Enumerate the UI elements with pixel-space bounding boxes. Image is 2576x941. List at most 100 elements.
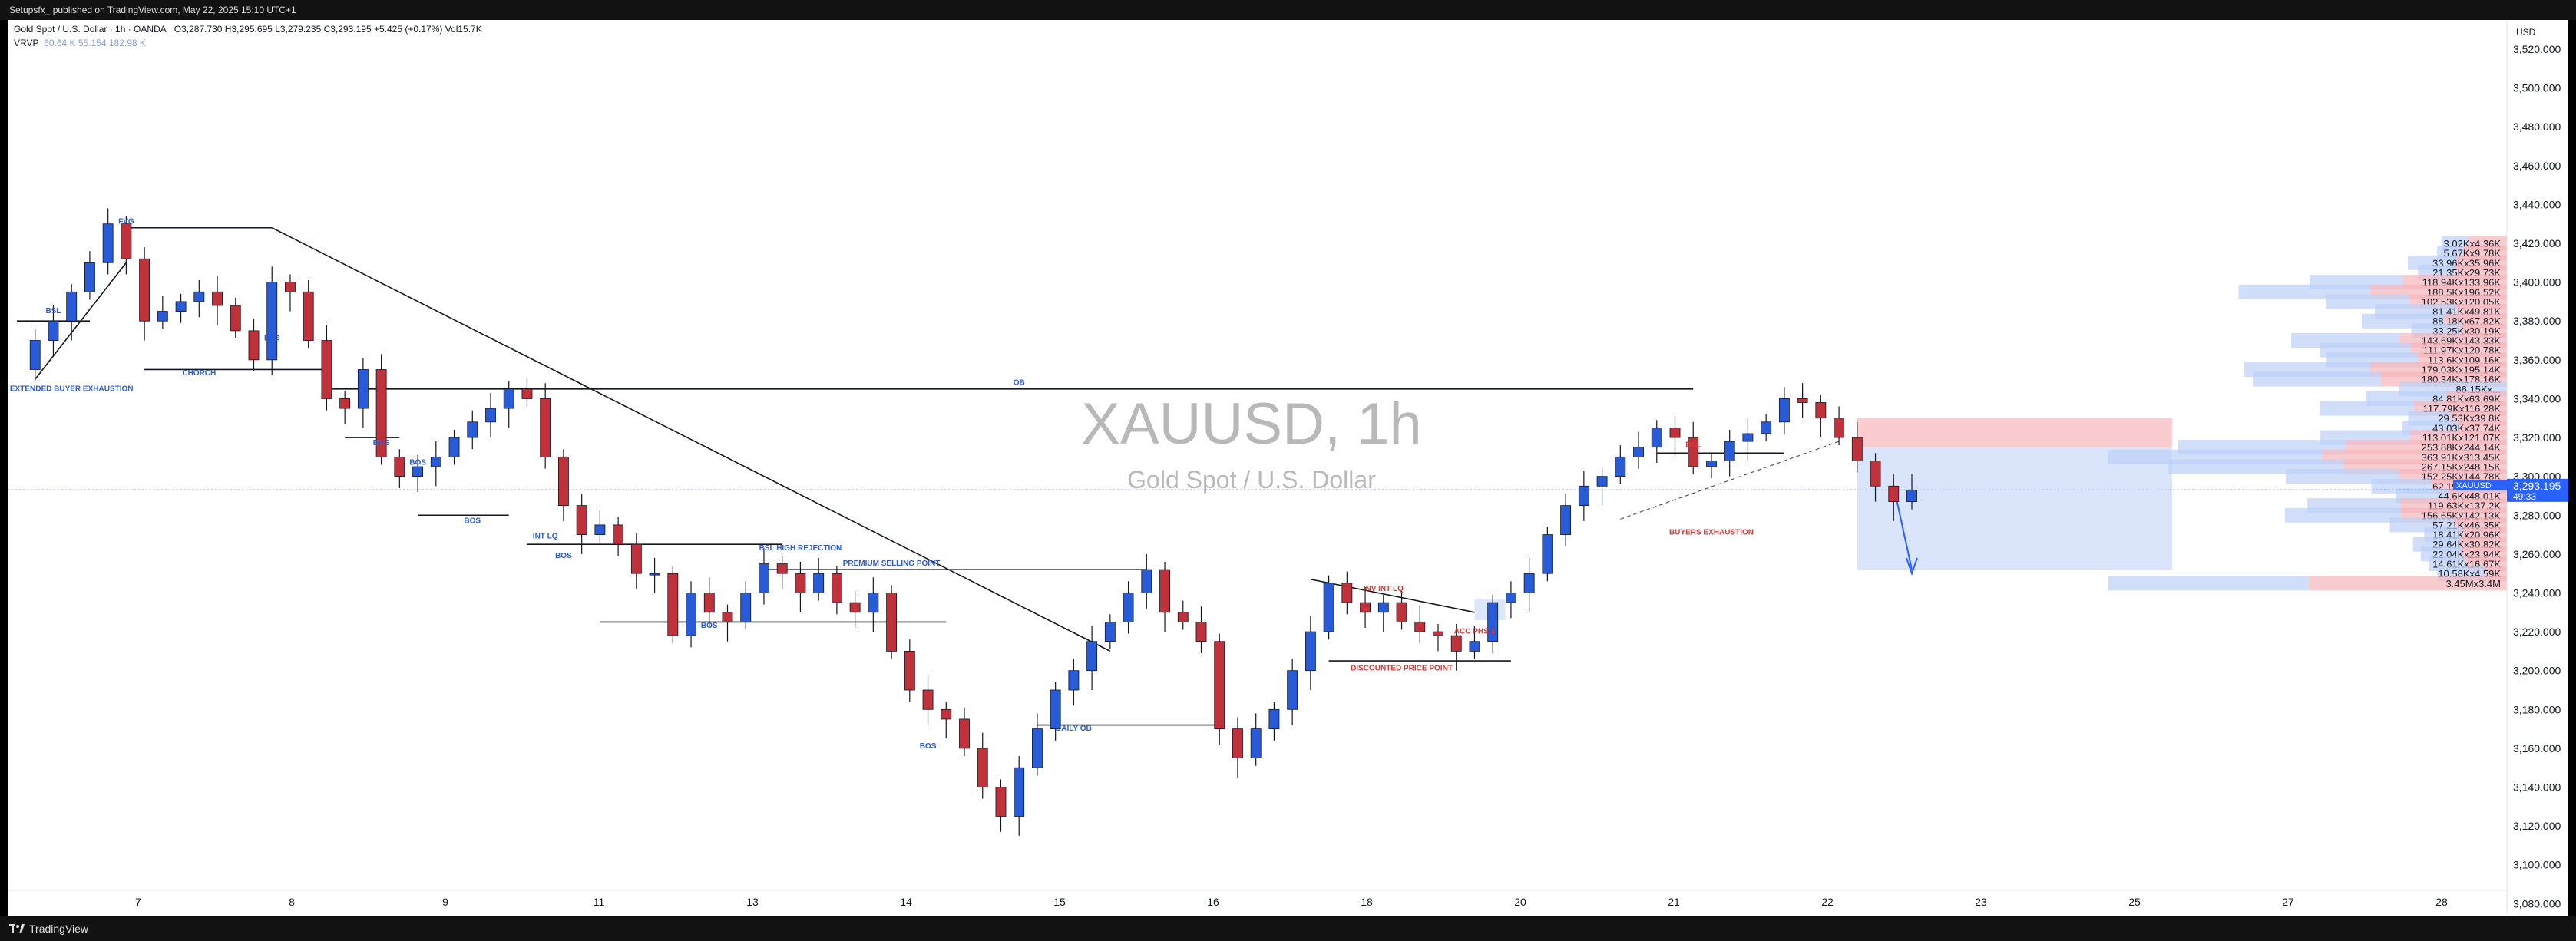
candle-body [1287,670,1298,710]
annotation-label: INV INT LQ [1364,585,1404,593]
candle-body [1523,573,1535,593]
candle-body [1834,418,1845,438]
candle-body [175,301,187,312]
candle-body [1742,433,1754,442]
candle-body [1014,767,1025,817]
candle-body [230,305,241,332]
volume-profile-buy-bar [2108,576,2309,591]
candle-body [121,223,132,259]
candle-body [303,291,314,341]
candle-body [248,330,260,361]
price-tick-label: 3,180.000 [2513,703,2561,715]
price-tick-label: 3,280.000 [2513,509,2561,521]
annotation-label: BOS [409,458,426,467]
candle-body [1487,602,1499,642]
current-price-tag[interactable] [2507,478,2568,502]
candle-body [1761,421,1772,434]
price-tick-label: 3,080.000 [2513,897,2561,910]
candle-body [1214,641,1225,730]
price-tick-label: 3,460.000 [2513,160,2561,172]
candle-body [1177,612,1189,622]
candle-body [157,311,168,322]
candle-body [557,456,569,507]
price-tick-label: 3,340.000 [2513,392,2561,404]
candle-body [139,258,150,322]
candle-body [1778,398,1790,423]
candle-body [1086,641,1098,672]
price-axis-currency: USD [2516,27,2536,38]
candle-body [1268,708,1280,730]
candle-body [1123,593,1134,622]
projection-arrow-head [1906,557,1918,576]
bar-countdown: 49:33 [2513,491,2536,502]
candle-body [941,708,952,720]
candle-body [1542,534,1553,574]
candle-body [1469,641,1480,652]
stop-loss-zone [1857,418,2172,447]
time-tick-label: 9 [442,896,448,908]
price-tick-label: 3,500.000 [2513,82,2561,94]
candle-body [1377,602,1389,613]
candle-body [467,421,478,438]
candle-body [1031,728,1043,768]
candle-body [1633,447,1644,457]
descending-trendline [271,227,1111,652]
candle-body [1433,631,1443,636]
candle-body [613,524,624,545]
annotation-label: EXTENDED BUYER EXHAUSTION [10,385,134,393]
candle-body [959,718,970,749]
symbol-tag [2453,480,2507,490]
candle-body [1724,441,1735,461]
time-tick-label: 21 [1668,896,1680,908]
candle-body [375,369,387,457]
inv-int-lq-line [1310,578,1475,613]
vrvp-label: VRVP [14,38,39,48]
candle-body [1159,569,1170,613]
candle-body [1669,427,1681,438]
candle-body [1706,461,1717,467]
annotation-label: PREMIUM SELLING POINT [843,560,941,568]
candle-body [357,369,369,409]
price-tick-label: 3,160.000 [2513,742,2561,754]
candle-body [594,524,606,535]
candle-body [503,388,514,409]
volume-profile-sell-bar [2308,576,2507,591]
time-tick-label: 14 [900,896,912,908]
candle-body [740,593,752,622]
price-tick-label: 3,200.000 [2513,665,2561,677]
time-tick-label: 15 [1053,896,1066,908]
annotation-label: BUYERS EXHAUSTION [1669,529,1754,537]
candle-body [1888,485,1900,502]
annotation-label: FVG [264,335,280,343]
tradingview-logo[interactable]: TradingView [9,916,88,941]
price-axis[interactable] [2507,20,2568,916]
price-tick-label: 3,140.000 [2513,781,2561,794]
price-tick-label: 3,360.000 [2513,354,2561,366]
candle-body [1068,670,1080,691]
time-tick-label: 11 [594,896,605,908]
candle-body [48,320,59,341]
candle-body [1596,476,1608,487]
volume-profile-buy-bar [2320,401,2414,416]
candle-body [430,456,441,467]
candle-body [686,593,696,636]
annotation-label: BSL HIGH REJECTION [759,544,842,553]
price-tick-label: 3,520.000 [2513,43,2561,55]
annotation-label: DAILY OB [1056,725,1092,733]
candle-body [485,408,496,423]
time-tick-label: 16 [1207,896,1219,908]
current-price-value: 3,293.195 [2513,480,2561,492]
price-tick-label: 3,480.000 [2513,121,2561,133]
candle-body [1505,593,1516,603]
time-tick-label: 18 [1361,896,1373,908]
candle-body [1050,689,1061,730]
vrvp-header[interactable]: VRVP 60.64 K 55.154 182.98 K [14,38,146,48]
symbol-line: Gold Spot / U.S. Dollar · 1h · OANDA [14,24,167,35]
chart-frame[interactable]: XAUUSD, 1h Gold Spot / U.S. Dollar 3.02Kx… [8,20,2568,916]
time-tick-label: 7 [135,896,141,908]
candle-body [285,282,296,292]
candle-body [1305,631,1316,672]
candle-body [1815,402,1827,419]
candle-body [576,505,587,535]
